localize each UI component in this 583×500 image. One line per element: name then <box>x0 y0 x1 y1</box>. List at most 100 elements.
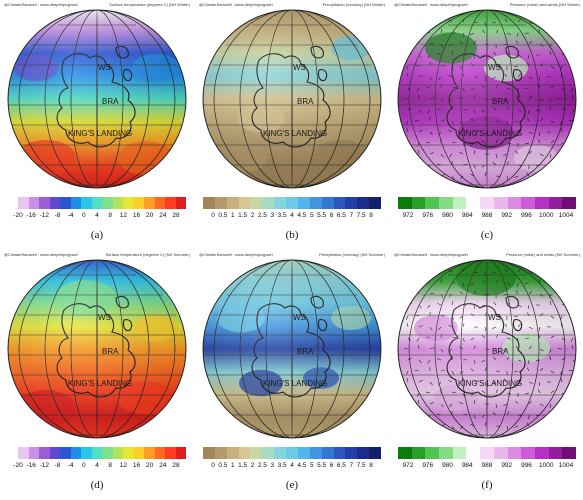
colorbar-segment <box>286 447 299 459</box>
globe-map: WS BRA KING'S LANDING <box>202 259 382 439</box>
panel-a: @ClimateSamwell : www.deepthiprojpwel Sur… <box>2 2 192 247</box>
colorbar-tick-label: 0 <box>211 462 215 469</box>
colorbar-tick-label: 1000 <box>539 462 554 469</box>
colorbar-tick-label: 984 <box>461 462 473 469</box>
globe-map: WS BRA KING'S LANDING <box>397 259 577 439</box>
colorbar-segment <box>102 197 114 209</box>
colorbar-segment <box>357 197 370 209</box>
colorbar-segment <box>562 197 577 209</box>
colorbar-tick-label: -12 <box>39 212 50 219</box>
panel-title: Precipitation (mm/day) (NH Summer) <box>319 252 385 257</box>
colorbar-tick-label: 7.5 <box>356 462 366 469</box>
colorbar-segment <box>507 197 522 209</box>
colorbar-segment <box>112 197 124 209</box>
colorbar-tick-label: 20 <box>146 212 154 219</box>
colorbar-segment <box>439 197 454 209</box>
colorbar-tick-label: 5 <box>309 462 314 469</box>
colorbar-segment <box>425 197 440 209</box>
panel-title: Surface temperature (degrees C) (NH Summ… <box>105 252 190 257</box>
colorbar-segment <box>81 197 93 209</box>
colorbar-segment <box>411 447 426 459</box>
credit-text: @ClimateSamwell : www.deepthiprojpwel <box>394 252 468 257</box>
colorbar-segment <box>357 447 370 459</box>
colorbar-segment <box>165 197 176 209</box>
colorbar-tick-label: -16 <box>26 212 36 219</box>
colorbar-tick-label: 1 <box>230 212 235 219</box>
colorbar-segment <box>321 197 334 209</box>
colorbar-tick-label: 988 <box>481 462 493 469</box>
colorbar-segment <box>144 197 155 209</box>
colorbar-tick-label: 1.5 <box>238 212 248 219</box>
colorbar-segment <box>60 197 72 209</box>
colorbar-tick-label: 984 <box>461 212 473 219</box>
colorbar-segment <box>91 447 103 459</box>
colorbar-tick-label: 1 <box>230 462 235 469</box>
colorbar-segment <box>369 447 382 459</box>
colorbar-segment <box>144 447 155 459</box>
colorbar-segment <box>133 197 145 209</box>
colorbar-segment <box>18 447 30 459</box>
colorbar-tick-label: 8 <box>108 212 112 219</box>
colorbar-tick-label: -8 <box>54 462 61 469</box>
colorbar-segment <box>274 447 287 459</box>
colorbar-tick-label: 976 <box>422 212 434 219</box>
panel-caption: (c) <box>480 229 494 241</box>
colorbar-tick-label: 1004 <box>558 462 574 469</box>
colorbar-tick-label: 1.5 <box>238 462 248 469</box>
colorbar-segment <box>333 197 346 209</box>
colorbar-tick-label: 6.5 <box>336 212 346 219</box>
panel-title: Surface temperature (degrees C) (NH Wint… <box>109 2 190 7</box>
colorbar-segment <box>321 447 334 459</box>
colorbar-segment <box>480 447 495 459</box>
colorbar-segment <box>425 447 440 459</box>
colorbar <box>398 447 577 459</box>
colorbar-tick-label: 28 <box>172 212 180 219</box>
colorbar-tick-label: 2 <box>250 462 255 469</box>
colorbar-segment <box>123 447 135 459</box>
colorbar <box>203 447 382 459</box>
colorbar-segment <box>297 197 311 209</box>
colorbar-ticks: -20 -16 -12 -8 -4 0 4 8 12 16 20 24 28 <box>8 212 186 222</box>
colorbar-segment <box>562 447 577 459</box>
colorbar-segment <box>60 447 72 459</box>
colorbar-segment <box>480 197 495 209</box>
colorbar-segment <box>398 447 413 459</box>
colorbar-tick-label: 0.5 <box>218 462 228 469</box>
place-label: WS <box>293 63 306 72</box>
panel-title: Pressure (mbar) and winds (NH Summer) <box>506 252 580 257</box>
colorbar-segment <box>91 197 103 209</box>
credit-text: @ClimateSamwell : www.deepthiprojpwel <box>394 2 468 7</box>
colorbar-tick-label: -8 <box>54 212 61 219</box>
colorbar-segment <box>8 447 19 459</box>
colorbar-segment <box>226 447 239 459</box>
panel-caption: (f) <box>481 479 493 491</box>
place-label: BRA <box>492 97 509 106</box>
colorbar <box>398 197 577 209</box>
colorbar-tick-label: 992 <box>501 212 513 219</box>
colorbar-segment <box>238 197 251 209</box>
colorbar-segment <box>226 197 239 209</box>
colorbar-tick-label: 3 <box>270 462 275 469</box>
colorbar-tick-label: 8 <box>369 212 373 219</box>
colorbar-tick-label: 4 <box>95 212 99 219</box>
colorbar-segment <box>493 197 508 209</box>
colorbar-ticks: 972 976 980 984 988 992 996 1000 1004 <box>398 212 576 222</box>
panel-f: @ClimateSamwell : www.deepthiprojpwel Pre… <box>392 252 582 497</box>
colorbar-tick-label: 2 <box>250 212 255 219</box>
colorbar-segment <box>133 447 145 459</box>
credit-text: @ClimateSamwell : www.deepthiprojpwel <box>199 2 273 7</box>
colorbar-segment <box>28 197 40 209</box>
colorbar-segment <box>49 447 61 459</box>
colorbar-segment <box>398 197 413 209</box>
colorbar-tick-label: 976 <box>422 462 434 469</box>
colorbar-segment <box>70 197 82 209</box>
colorbar-tick-label: 1004 <box>558 212 574 219</box>
colorbar-segment <box>452 197 467 209</box>
colorbar-segment <box>534 447 549 459</box>
colorbar-segment <box>8 197 19 209</box>
colorbar-tick-label: -4 <box>67 212 74 219</box>
place-label: BRA <box>102 97 119 106</box>
colorbar-segment <box>18 197 30 209</box>
place-label: BRA <box>102 347 119 356</box>
globe-map: WS BRA KING'S LANDING <box>7 9 187 189</box>
